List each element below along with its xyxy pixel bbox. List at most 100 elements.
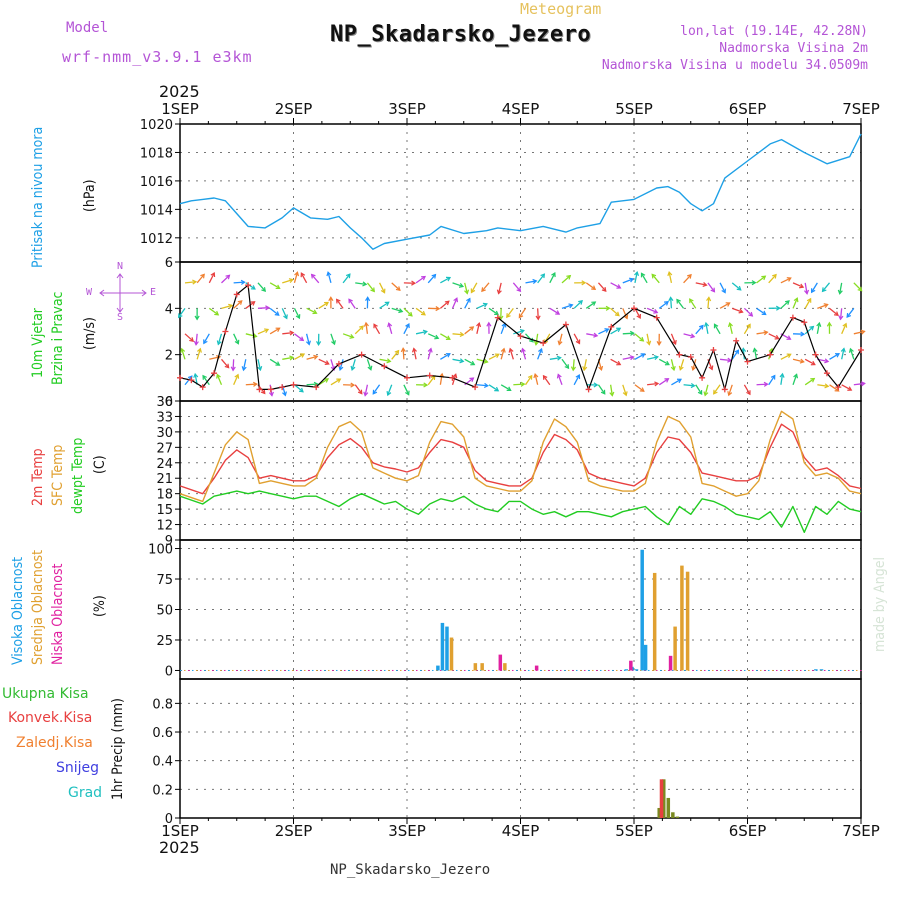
- wind-arrow-head: [821, 287, 827, 293]
- wind-arrow: [829, 384, 840, 392]
- wind-arrow: [269, 282, 280, 289]
- wind-arrow: [488, 353, 500, 360]
- wind-arrow-head: [800, 331, 806, 337]
- wind-arrow: [379, 358, 391, 363]
- wind-arrow: [415, 275, 426, 284]
- cloud-bar-srednja: [685, 571, 690, 671]
- wind-arrow: [366, 359, 372, 370]
- wind-arrow-head: [774, 334, 780, 340]
- wind-arrow-head: [237, 300, 243, 305]
- wind-gust-marker: [687, 353, 694, 360]
- wind-arrow: [415, 330, 427, 335]
- wind-arrow-head: [629, 355, 635, 361]
- wind-arrow-head: [350, 365, 356, 371]
- wind-arrow-head: [824, 383, 830, 389]
- wind-arrow: [731, 349, 739, 360]
- precip-bar: [666, 797, 671, 818]
- wind-arrow-head: [727, 391, 733, 397]
- wind-arrow-head: [623, 314, 629, 320]
- wind-arrow-head: [483, 358, 489, 364]
- y-tick-label: 1016: [140, 175, 173, 190]
- wind-arrow: [804, 326, 814, 335]
- wind-arrow-head: [846, 313, 852, 318]
- wind-arrow-head: [330, 365, 336, 371]
- wind-arrow-head: [538, 347, 543, 354]
- wind-arrow: [216, 374, 223, 386]
- wind-arrow-head: [639, 336, 645, 342]
- wind-arrow: [464, 326, 474, 335]
- y-tick-label: 15: [156, 503, 173, 518]
- wind-arrow-head: [294, 271, 300, 277]
- wind-arrow: [513, 329, 525, 335]
- wind-arrow-head: [452, 373, 458, 379]
- wind-arrow-head: [556, 355, 562, 361]
- wind-arrow: [354, 384, 363, 395]
- wind-arrow-head: [367, 365, 373, 371]
- wind-arrow-head: [533, 372, 539, 379]
- wind-gust-marker: [812, 351, 819, 358]
- wind-arrow-head: [275, 284, 281, 290]
- wind-arrow: [743, 384, 751, 395]
- legend-convective-rain: Konvek.Kisa: [8, 710, 93, 726]
- wind-arrow: [634, 384, 645, 392]
- wind-arrow: [817, 303, 828, 309]
- compass-east: E: [150, 287, 157, 298]
- wind-arrow-head: [210, 271, 216, 278]
- wind-arrow-head: [575, 374, 581, 380]
- wind-arrow-head: [384, 301, 390, 307]
- wind-arrow-head: [593, 332, 599, 338]
- wind-arrow: [610, 282, 621, 289]
- wind-arrow: [476, 384, 488, 387]
- wind-gust-marker: [233, 291, 240, 298]
- wind-arrow: [221, 274, 230, 284]
- wind-arrow-head: [289, 355, 295, 361]
- wind-arrow: [683, 384, 695, 387]
- wind-arrow-head: [810, 360, 816, 366]
- wind-arrow: [342, 273, 351, 284]
- wind-arrow-head: [706, 296, 712, 302]
- wind-arrow: [609, 384, 613, 396]
- wind-arrow-head: [556, 373, 562, 379]
- wind-gust-marker: [631, 305, 637, 312]
- x-label-top: 1SEP: [161, 100, 199, 118]
- wind-arrow: [391, 282, 401, 291]
- wind-arrow-head: [520, 381, 526, 387]
- wind-arrow-head: [640, 353, 646, 358]
- wind-arrow: [676, 299, 685, 309]
- wind-arrow: [658, 378, 669, 386]
- y-tick-label: 4: [165, 302, 173, 317]
- wind-arrow-head: [564, 364, 570, 370]
- wind-arrow-head: [810, 377, 816, 383]
- wind-arrow-head: [555, 310, 561, 315]
- year-top: 2025: [159, 82, 200, 101]
- wind-arrow: [549, 307, 560, 315]
- cloud-bar-visoka: [814, 669, 818, 671]
- wind-arrow-head: [857, 286, 863, 292]
- wind-arrow: [306, 355, 318, 360]
- y-tick-label: 1014: [140, 203, 173, 218]
- temp-line-sfc-temp: [179, 410, 862, 503]
- wind-arrow: [585, 301, 596, 309]
- wind-arrow: [634, 308, 641, 319]
- wind-arrow-head: [305, 340, 311, 346]
- wind-arrow: [768, 375, 776, 386]
- wind-arrow: [743, 324, 751, 335]
- wind-arrow-head: [508, 347, 514, 353]
- wind-arrow-head: [193, 372, 199, 378]
- x-label-bottom: 7SEP: [842, 822, 880, 840]
- wind-arrow-head: [575, 339, 581, 345]
- wind-arrow-head: [629, 330, 635, 336]
- wind-arrow: [196, 348, 201, 360]
- wind-arrow: [756, 331, 768, 335]
- wind-arrow: [585, 282, 596, 290]
- wind-gust-marker: [313, 384, 320, 391]
- wind-arrow: [233, 333, 239, 345]
- wind-arrow: [506, 307, 514, 318]
- wind-arrow-head: [667, 270, 673, 277]
- wind-arrow: [780, 373, 784, 385]
- wind-arrow-head: [494, 310, 500, 316]
- wind-arrow-head: [405, 322, 410, 329]
- wind-arrow: [342, 333, 354, 339]
- wind-gust-marker: [381, 363, 388, 370]
